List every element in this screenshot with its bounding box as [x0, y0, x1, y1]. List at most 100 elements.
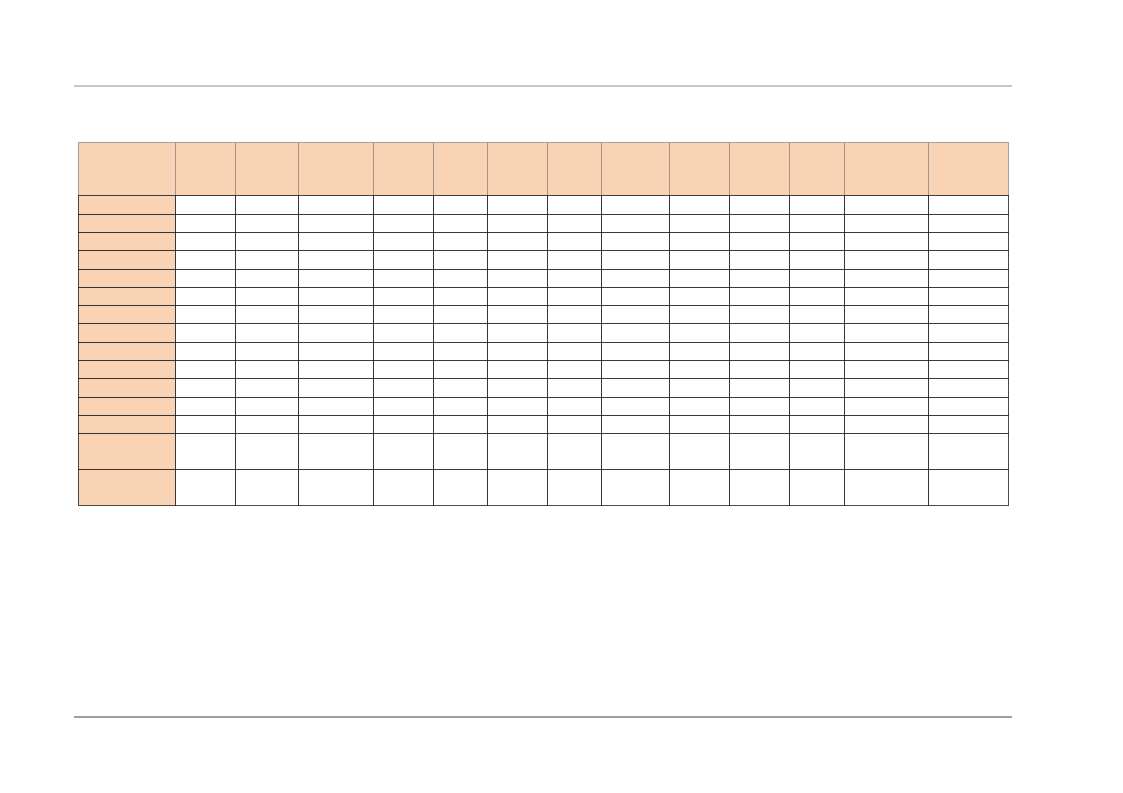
table-cell — [373, 378, 434, 398]
table-cell — [928, 469, 1009, 506]
table-cell — [928, 360, 1009, 379]
table-cell — [175, 342, 236, 361]
row-header-cell — [78, 323, 176, 343]
row-header-cell — [78, 287, 176, 306]
table-cell — [789, 323, 845, 343]
table-cell — [235, 342, 299, 361]
table-cell — [487, 415, 548, 434]
table-cell — [175, 250, 236, 270]
table-cell — [601, 195, 670, 215]
table-cell — [373, 269, 434, 288]
table-cell — [433, 214, 488, 233]
row-header-cell — [78, 305, 176, 324]
table-cell — [729, 323, 790, 343]
table-cell — [669, 214, 730, 233]
table-cell — [928, 342, 1009, 361]
table-cell — [729, 469, 790, 506]
table-cell — [373, 397, 434, 416]
table-cell — [298, 195, 374, 215]
table-cell — [844, 214, 929, 233]
table-cell — [729, 397, 790, 416]
table-cell — [844, 397, 929, 416]
table-cell — [433, 250, 488, 270]
table-cell — [373, 342, 434, 361]
table-cell — [298, 269, 374, 288]
table-cell — [669, 378, 730, 398]
table-cell — [789, 397, 845, 416]
table-cell — [235, 269, 299, 288]
table-cell — [928, 415, 1009, 434]
table-cell — [175, 397, 236, 416]
table-cell — [669, 269, 730, 288]
table-cell — [669, 232, 730, 251]
header-cell — [433, 142, 488, 196]
table-cell — [487, 195, 548, 215]
table-cell — [235, 214, 299, 233]
table-cell — [298, 360, 374, 379]
header-cell — [547, 142, 602, 196]
table-cell — [487, 342, 548, 361]
table-cell — [235, 305, 299, 324]
table-cell — [729, 305, 790, 324]
table-cell — [601, 469, 670, 506]
table-cell — [298, 433, 374, 470]
table-cell — [487, 323, 548, 343]
table-cell — [669, 397, 730, 416]
table-cell — [298, 214, 374, 233]
table-cell — [547, 287, 602, 306]
table-cell — [373, 195, 434, 215]
table-cell — [175, 469, 236, 506]
row-header-cell — [78, 250, 176, 270]
table-cell — [373, 415, 434, 434]
table-cell — [601, 305, 670, 324]
table-cell — [844, 342, 929, 361]
table-cell — [175, 287, 236, 306]
table-cell — [487, 232, 548, 251]
table-cell — [487, 433, 548, 470]
table-cell — [547, 269, 602, 288]
table-cell — [298, 342, 374, 361]
table-cell — [235, 287, 299, 306]
table-cell — [547, 342, 602, 361]
table-cell — [928, 214, 1009, 233]
table-cell — [601, 269, 670, 288]
table-cell — [789, 269, 845, 288]
table-cell — [669, 469, 730, 506]
table-cell — [433, 323, 488, 343]
table-cell — [547, 214, 602, 233]
table-cell — [547, 232, 602, 251]
table-cell — [601, 232, 670, 251]
header-cell — [928, 142, 1009, 196]
table-cell — [601, 360, 670, 379]
table-cell — [789, 232, 845, 251]
table-cell — [729, 195, 790, 215]
table-cell — [547, 195, 602, 215]
table-cell — [669, 305, 730, 324]
table-cell — [433, 305, 488, 324]
table-cell — [928, 433, 1009, 470]
table-cell — [175, 232, 236, 251]
table-cell — [433, 287, 488, 306]
header-cell — [175, 142, 236, 196]
table-cell — [601, 397, 670, 416]
table-cell — [844, 195, 929, 215]
row-header-cell — [78, 232, 176, 251]
header-cell — [487, 142, 548, 196]
table-cell — [235, 397, 299, 416]
table-cell — [601, 433, 670, 470]
table-cell — [729, 360, 790, 379]
table-cell — [373, 323, 434, 343]
table-cell — [669, 323, 730, 343]
row-header-cell — [78, 469, 176, 506]
table-cell — [298, 305, 374, 324]
table-cell — [547, 433, 602, 470]
table-cell — [547, 378, 602, 398]
table-cell — [928, 232, 1009, 251]
table-cell — [235, 378, 299, 398]
table-cell — [547, 397, 602, 416]
table-cell — [487, 287, 548, 306]
table-cell — [235, 415, 299, 434]
table-cell — [433, 415, 488, 434]
table-cell — [373, 469, 434, 506]
